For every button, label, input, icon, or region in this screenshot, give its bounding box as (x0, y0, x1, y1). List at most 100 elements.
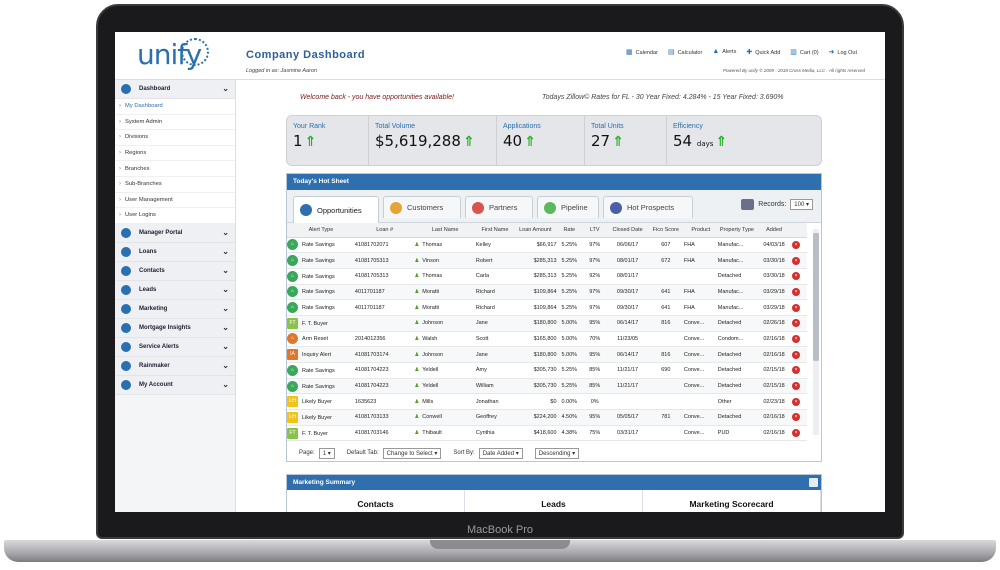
delete-icon[interactable]: × (792, 240, 801, 249)
nav-alerts[interactable]: ▲ Alerts (712, 48, 736, 56)
table-row[interactable]: LH Likely Buyer 41081703133 ♟ Conwell Geoffre… (287, 409, 807, 426)
col-rate[interactable]: Rate (556, 223, 582, 238)
sidebar-item-divisions[interactable]: › Divisions (115, 130, 235, 146)
added-cell: 03/29/18 (756, 299, 793, 316)
col-first-name[interactable]: First Name (475, 223, 515, 238)
sidebar-item-regions[interactable]: › Regions (115, 145, 235, 162)
fico-cell: 781 (647, 409, 684, 426)
table-row[interactable]: LH Likely Buyer 1635623 ♟ Mills Jonathan $0 0.0… (287, 393, 807, 411)
sidebar-section-loans[interactable]: Loans ⌄ (115, 242, 235, 262)
sort-by-select[interactable]: Date Added ▾ (478, 447, 523, 459)
tab-partners[interactable]: Partners (465, 196, 533, 218)
delete-icon[interactable]: × (792, 429, 801, 438)
delete-icon[interactable]: × (792, 350, 801, 359)
sidebar-item-sub-branches[interactable]: › Sub-Branches (115, 176, 235, 193)
col-ltv[interactable]: LTV (581, 223, 608, 238)
delete-icon[interactable]: × (792, 287, 801, 296)
table-row[interactable]: ⌂ Rate Savings 41081704223 ♟ Yeldell William $… (287, 378, 807, 395)
calculator-icon: ▤ (667, 49, 675, 56)
col-fico-score[interactable]: Fico Score (647, 223, 684, 238)
vertical-scrollbar[interactable] (813, 229, 819, 435)
sidebar-item-my-dashboard[interactable]: › My Dashboard (115, 99, 235, 115)
laptop-notch (430, 540, 570, 549)
first-name-cell: Jane (475, 315, 515, 332)
col-closed-date[interactable]: Closed Date (607, 223, 648, 238)
top-header: unify Company Dashboard Logged in as: Ja… (115, 32, 885, 80)
table-row[interactable]: IA Inquiry Alert 41081703174 ♟ Johnson Jane $1… (287, 346, 807, 363)
delete-icon[interactable]: × (792, 334, 801, 343)
nav-cart[interactable]: ▥ Cart (0) (790, 48, 818, 56)
product-cell: Conve... (683, 425, 718, 442)
col-product[interactable]: Product (683, 223, 718, 238)
sidebar-section-contacts[interactable]: Contacts ⌄ (115, 261, 235, 281)
ltv-cell: 95% (581, 409, 608, 426)
col-alert-type[interactable]: Alert Type (287, 223, 355, 238)
closed-date-cell-text: 08/01/17 (616, 273, 639, 280)
delete-icon[interactable]: × (792, 397, 801, 406)
loan-amount-cell: $305,730 (514, 362, 557, 379)
col-loan-amount[interactable]: Loan Amount (514, 223, 557, 238)
tab-hot-prospects[interactable]: Hot Prospects (603, 196, 693, 218)
page-select[interactable]: 1 ▾ (318, 447, 335, 459)
alert-type-cell-text: Likely Buyer (302, 414, 332, 421)
stat-label: Total Units (591, 123, 624, 130)
table-row[interactable]: ⌂ Rate Savings 41081705313 ♟ Thomas Carla $285… (287, 268, 807, 285)
nav-quick-add[interactable]: ✚ Quick Add (746, 48, 780, 56)
delete-cell: × (792, 409, 807, 426)
first-name-cell: Amy (475, 362, 515, 379)
home-icon: ⌂ (287, 302, 298, 314)
delete-icon[interactable]: × (792, 366, 801, 375)
delete-icon[interactable]: × (792, 413, 801, 422)
table-row[interactable]: ⌂ Rate Savings 41081705313 ♟ Vinson Robert $28… (287, 252, 807, 269)
delete-icon[interactable]: × (792, 319, 801, 328)
table-row[interactable]: FT F. T. Buyer ♟ Johnson Jane $180,800 5.00% 95… (287, 315, 807, 332)
sidebar-section-rainmaker[interactable]: Rainmaker ⌄ (115, 356, 235, 376)
sidebar-section-manager-portal[interactable]: Manager Portal ⌄ (115, 223, 235, 243)
tab-customers[interactable]: Customers (383, 196, 461, 218)
delete-icon[interactable]: × (792, 272, 801, 281)
badge-icon: LH (287, 396, 298, 408)
col-property-type[interactable]: Property Type (717, 223, 756, 238)
sidebar-item-user-management[interactable]: › User Management (115, 192, 235, 209)
delete-icon[interactable]: × (792, 382, 801, 391)
expand-icon[interactable] (809, 478, 818, 487)
table-row[interactable]: ⌂ Rate Savings 4011701187 ♟ Moratti Richard $1… (287, 299, 807, 316)
sidebar-section-service-alerts[interactable]: Service Alerts ⌄ (115, 337, 235, 357)
last-name-cell: ♟ Thomas (414, 237, 476, 254)
delete-icon[interactable]: × (792, 256, 801, 265)
sidebar-item-user-logins[interactable]: › User Logins (115, 208, 235, 224)
sidebar-section-mortgage-insights[interactable]: Mortgage Insights ⌄ (115, 318, 235, 338)
default-tab-select[interactable]: Change to Select ▾ (382, 447, 442, 459)
delete-cell: × (792, 378, 807, 395)
tab-opportunities[interactable]: Opportunities (293, 196, 379, 223)
sidebar-section-dashboard[interactable]: Dashboard ⌄ (115, 80, 235, 99)
product-cell (683, 393, 718, 411)
col-added[interactable]: Added (756, 223, 793, 238)
print-icon[interactable] (741, 199, 755, 210)
sidebar-section-marketing[interactable]: Marketing ⌄ (115, 299, 235, 319)
fico-cell (647, 393, 684, 411)
col-last-name[interactable]: Last Name (414, 223, 476, 238)
nav-logout[interactable]: ➜ Log Out (829, 48, 857, 56)
added-cell-text: 04/03/18 (763, 241, 785, 248)
col-loan-number[interactable]: Loan # (354, 223, 415, 238)
nav-calendar[interactable]: ▦ Calendar (626, 48, 658, 56)
table-row[interactable]: ⌂ Rate Savings 4011701187 ♟ Moratti Richard $1… (287, 284, 807, 301)
delete-icon[interactable]: × (792, 303, 801, 312)
records-select[interactable]: 100 ▾ (790, 199, 813, 210)
sidebar-item-system-admin[interactable]: › System Admin (115, 114, 235, 131)
table-row[interactable]: ⌂ Rate Savings 41081704223 ♟ Yeldell Amy $305,… (287, 362, 807, 379)
last-name-cell-text: Thibault (422, 430, 442, 437)
sidebar-section-leads[interactable]: Leads ⌄ (115, 280, 235, 300)
sidebar-section-my-account[interactable]: My Account ⌄ (115, 375, 235, 395)
sort-order-select[interactable]: Descending ▾ (534, 447, 580, 459)
table-row[interactable]: ⌂ Rate Savings 41081702071 ♟ Thomas Kelley $66… (287, 237, 807, 254)
tab-pipeline[interactable]: Pipeline (537, 196, 599, 218)
nav-calculator[interactable]: ▤ Calculator (668, 48, 702, 56)
table-row[interactable]: ⌂ Arm Reset 2014012356 ♟ Walsh Scott $165,800 5… (287, 331, 807, 348)
sidebar-item-branches[interactable]: › Branches (115, 161, 235, 177)
table-row[interactable]: FT F. T. Buyer 41081703146 ♟ Thibault Cynthia… (287, 425, 807, 442)
fico-cell-text: 690 (661, 367, 671, 374)
first-name-cell: Jane (475, 346, 515, 363)
scroll-thumb[interactable] (813, 233, 819, 361)
